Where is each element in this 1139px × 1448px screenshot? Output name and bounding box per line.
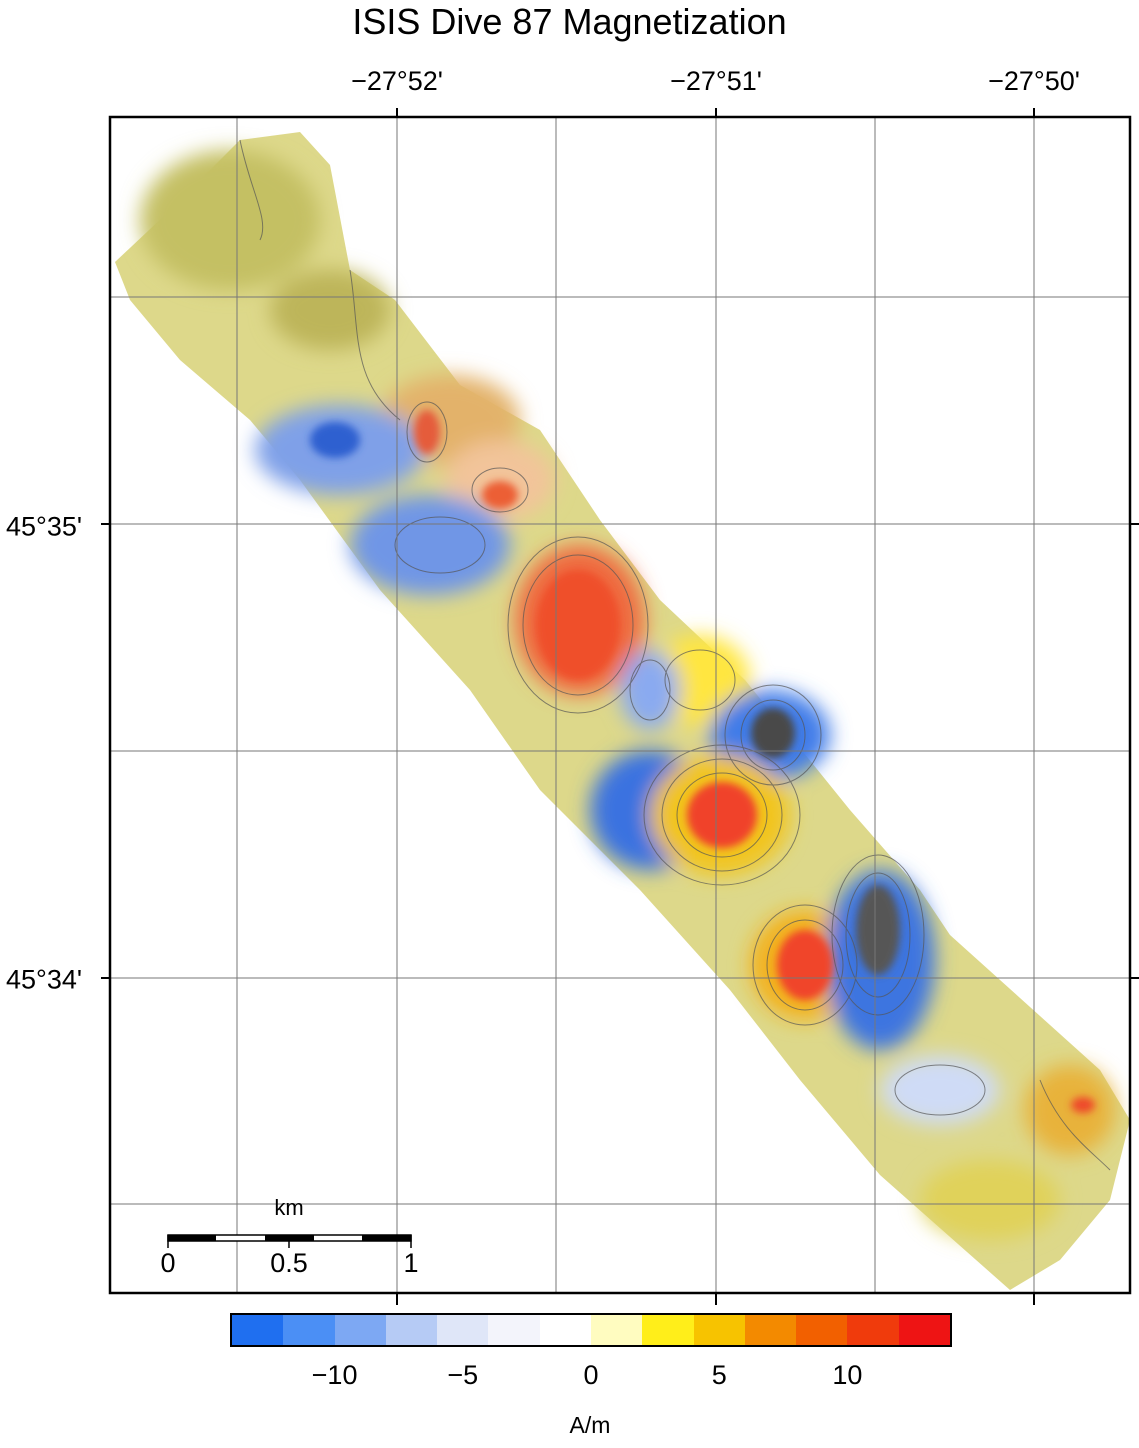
colorbar-segment bbox=[590, 1315, 643, 1345]
colorbar-segment bbox=[232, 1315, 284, 1345]
colorbar-segment bbox=[847, 1315, 899, 1345]
colorbar-segment bbox=[796, 1315, 848, 1345]
contour-lines bbox=[239, 139, 1111, 1171]
colorbar bbox=[230, 1313, 952, 1347]
colorbar-segment bbox=[437, 1315, 489, 1345]
colorbar-segment bbox=[898, 1315, 950, 1345]
scale-tick-half: 0.5 bbox=[270, 1248, 308, 1278]
scale-bar-unit: km bbox=[274, 1195, 304, 1220]
colorbar-segment bbox=[744, 1315, 797, 1345]
lat-label-35: 45°35' bbox=[6, 511, 83, 542]
colorbar-tick-label: 0 bbox=[583, 1360, 599, 1390]
lon-label-52: −27°52' bbox=[351, 66, 443, 96]
lat-label-34: 45°34' bbox=[6, 964, 83, 995]
graticule bbox=[110, 117, 1130, 1293]
colorbar-unit: A/m bbox=[569, 1412, 611, 1438]
lon-label-51: −27°51' bbox=[670, 66, 762, 96]
colorbar-segment bbox=[283, 1315, 335, 1345]
scale-tick-0: 0 bbox=[160, 1248, 176, 1278]
colorbar-segment bbox=[642, 1315, 694, 1345]
anomaly-cores bbox=[310, 410, 1095, 1113]
map-frame bbox=[108, 115, 1132, 1295]
lon-label-50: −27°50' bbox=[988, 66, 1080, 96]
colorbar-tick-label: −5 bbox=[447, 1360, 479, 1390]
frame-ticks bbox=[101, 108, 1139, 1305]
colorbar-segment bbox=[488, 1315, 540, 1345]
colorbar-segment bbox=[334, 1315, 386, 1345]
colorbar-tick-label: 5 bbox=[711, 1360, 727, 1390]
scale-tick-1: 1 bbox=[403, 1248, 419, 1278]
scale-bar bbox=[167, 1234, 412, 1248]
colorbar-segment bbox=[693, 1315, 745, 1345]
colorbar-tick-label: 10 bbox=[832, 1360, 863, 1390]
colorbar-segment bbox=[385, 1315, 438, 1345]
colorbar-segment bbox=[539, 1315, 591, 1345]
map-title: ISIS Dive 87 Magnetization bbox=[352, 1, 787, 42]
colorbar-tick-label: −10 bbox=[311, 1360, 358, 1390]
anomaly-patches bbox=[140, 150, 1115, 1240]
